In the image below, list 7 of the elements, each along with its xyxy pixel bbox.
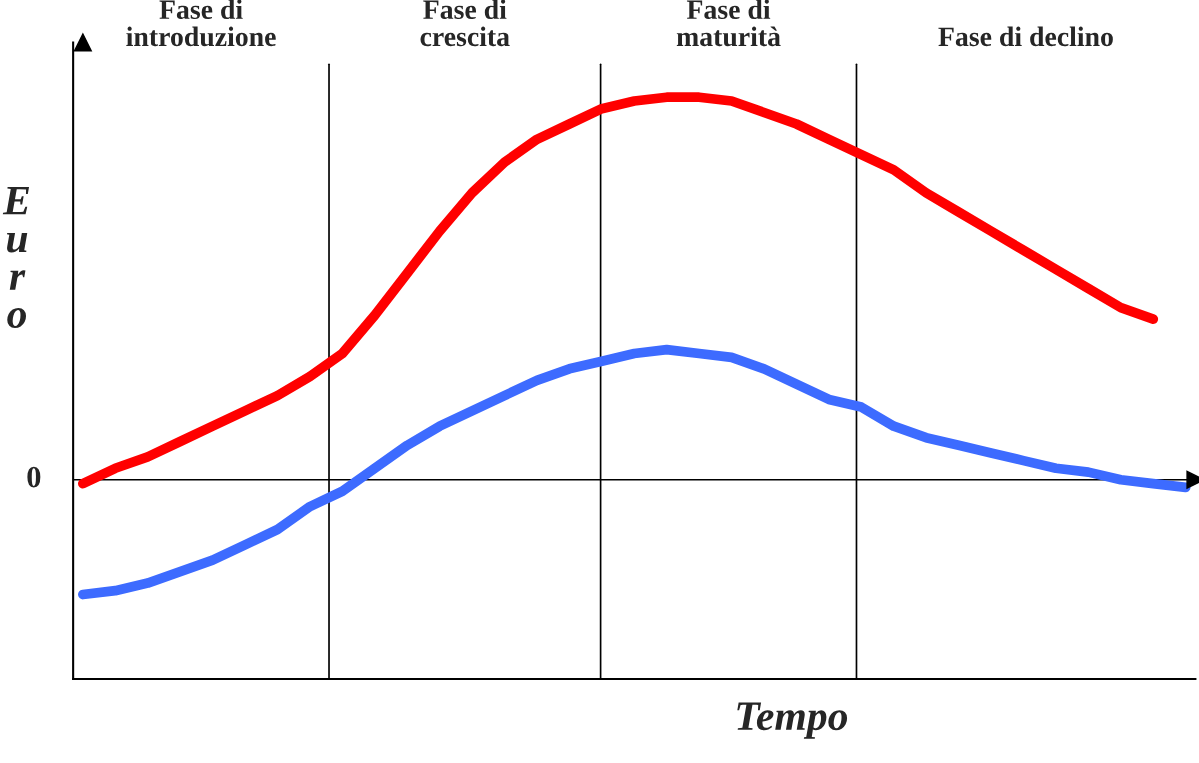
x-axis-title: Tempo bbox=[737, 702, 848, 739]
y-axis-title: E u r o bbox=[2, 186, 30, 329]
ref-line-label: 0 bbox=[27, 466, 41, 488]
text: Fase di crescita bbox=[420, 0, 510, 47]
text: Fase di introduzione bbox=[126, 0, 276, 47]
text: Fase di maturità bbox=[676, 0, 781, 47]
text: Fase di declino bbox=[938, 26, 1113, 47]
